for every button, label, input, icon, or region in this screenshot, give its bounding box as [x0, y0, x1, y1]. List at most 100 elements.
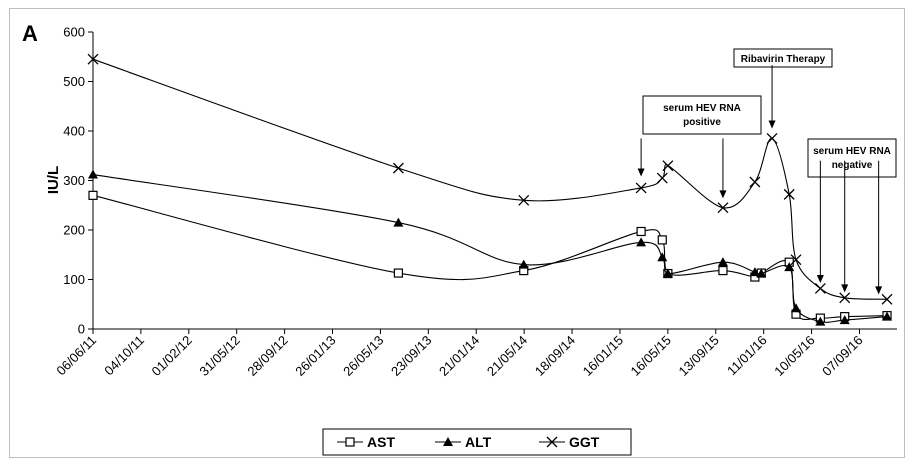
arrow: [875, 160, 883, 295]
y-tick-label: 600: [63, 25, 85, 40]
data-point-ggt: [656, 172, 668, 184]
annotation-line-1: serum HEV RNA: [813, 146, 891, 157]
data-point-alt: [662, 268, 673, 278]
annotation-line-2: positive: [683, 117, 721, 128]
y-tick-label: 400: [63, 124, 85, 139]
data-point-ggt: [790, 254, 802, 266]
y-tick-label: 500: [63, 74, 85, 89]
data-point-ast: [88, 190, 98, 200]
arrow-head: [719, 190, 727, 199]
series-group: [87, 53, 893, 326]
x-tick-label: 06/06/11: [53, 333, 99, 379]
arrow-head: [768, 120, 776, 129]
data-point-ggt: [392, 162, 404, 174]
arrow: [768, 65, 776, 129]
x-tick-label: 26/05/13: [340, 333, 386, 379]
y-tick-label: 300: [63, 173, 85, 188]
panel-label: A: [22, 21, 38, 46]
legend-marker-ggt: [546, 436, 558, 448]
x-tick-label: 16/05/15: [628, 333, 674, 379]
arrow: [841, 160, 849, 293]
legend-item-ast: AST: [337, 434, 395, 450]
arrow-head: [875, 286, 883, 295]
annotation-line-1: serum HEV RNA: [663, 103, 741, 114]
y-axis-label: IU/L: [45, 166, 62, 194]
arrow-head: [637, 168, 645, 177]
data-point-alt: [882, 311, 893, 321]
data-point-alt: [756, 268, 767, 278]
data-point-alt: [717, 257, 728, 267]
data-point-ggt: [814, 282, 826, 294]
legend: AST ALT GGT: [322, 428, 632, 456]
annotation-box: [733, 48, 833, 68]
data-point-alt: [815, 316, 826, 326]
data-point-ggt: [766, 132, 778, 144]
data-point-ggt: [635, 182, 647, 194]
data-point-ggt: [717, 202, 729, 214]
arrow: [637, 138, 645, 177]
x-axis: 06/06/11 04/10/11 01/02/12 31/05/12 28/09/12…: [53, 328, 897, 379]
data-point-ast: [393, 268, 403, 278]
data-point-alt: [393, 217, 404, 227]
data-point-ast: [718, 265, 728, 276]
x-tick-label: 11/01/16: [724, 333, 770, 379]
data-point-alt: [749, 267, 760, 277]
data-point-alt: [657, 252, 668, 262]
data-point-alt: [518, 259, 529, 269]
x-tick-label: 23/09/13: [388, 333, 434, 379]
series-line-ggt: [92, 58, 888, 300]
data-point-ggt: [839, 292, 851, 304]
y-axis: 0 100 200 300 400 500 600: [63, 25, 94, 337]
annotation-box: [807, 138, 897, 178]
annotation-hev-positive: serum HEV RNA positive: [642, 95, 762, 135]
y-tick-label: 200: [63, 223, 85, 238]
annotation-arrows: [637, 65, 883, 295]
data-point-ast: [636, 226, 646, 237]
x-tick-label: 26/01/13: [292, 333, 338, 379]
y-tick-label: 100: [63, 272, 85, 287]
arrow-head: [841, 284, 849, 293]
annotation-box: [642, 95, 762, 135]
annotations: serum HEV RNA positive Ribavirin Therapy…: [642, 48, 897, 178]
annotation-line-2: negative: [832, 160, 873, 171]
legend-marker-ast: [345, 437, 355, 447]
series-ast: [88, 190, 892, 323]
x-tick-label: 04/10/11: [101, 333, 147, 379]
legend-item-ggt: GGT: [539, 434, 600, 450]
x-tick-label: 28/09/12: [244, 333, 290, 379]
x-tick-label: 21/01/14: [436, 333, 482, 379]
data-point-ggt: [87, 53, 99, 65]
data-point-alt: [839, 315, 850, 325]
data-point-ggt: [749, 176, 761, 188]
x-tick-label: 21/05/14: [484, 333, 530, 379]
x-tick-label: 13/09/15: [675, 333, 721, 379]
legend-item-alt: ALT: [435, 434, 492, 450]
series-ggt: [87, 53, 893, 305]
legend-label-ggt: GGT: [569, 434, 600, 450]
data-point-ggt: [518, 194, 530, 206]
arrow: [719, 138, 727, 199]
legend-marker-alt: [443, 437, 453, 446]
data-point-ggt: [662, 160, 674, 172]
series-line-ast: [92, 194, 888, 321]
annotation-line-1: Ribavirin Therapy: [741, 54, 826, 65]
y-tick-label: 0: [78, 322, 85, 337]
series-line-alt: [92, 174, 888, 323]
data-point-alt: [88, 169, 98, 179]
annotation-hev-negative: serum HEV RNA negative: [807, 138, 897, 178]
x-tick-label: 10/05/16: [771, 333, 817, 379]
legend-box: [322, 428, 632, 456]
data-point-alt: [784, 262, 795, 272]
x-tick-label: 07/09/16: [819, 333, 865, 379]
x-tick-label: 18/09/14: [532, 333, 578, 379]
data-point-ggt: [881, 293, 893, 305]
data-point-ast: [657, 235, 667, 245]
x-tick-label: 31/05/12: [196, 333, 242, 379]
x-tick-label: 01/02/12: [149, 333, 195, 379]
data-point-alt: [791, 303, 802, 313]
data-point-alt: [636, 237, 647, 247]
arrow-head: [816, 274, 824, 283]
x-tick-label: 16/01/15: [580, 333, 626, 379]
series-alt: [88, 169, 893, 326]
